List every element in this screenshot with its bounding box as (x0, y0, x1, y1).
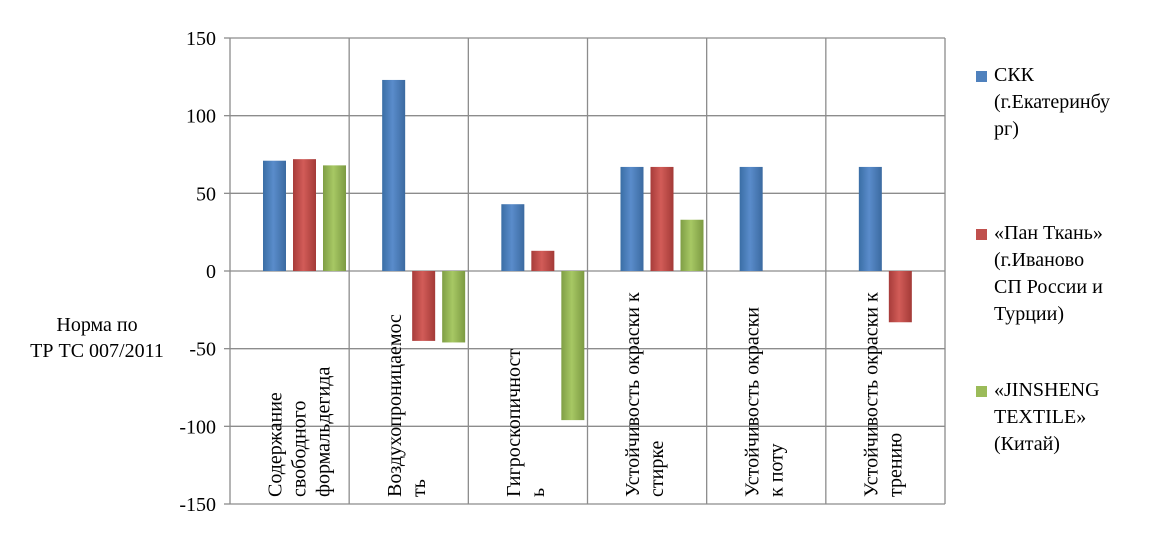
legend-line: (г.Иваново (994, 249, 1085, 271)
y-tick-label: -100 (179, 416, 216, 438)
bar (293, 159, 316, 271)
legend-line: «Пан Ткань» (994, 222, 1103, 244)
category-labels: Содержание свободного формальдегида Воздухо… (265, 292, 907, 497)
bar (263, 160, 286, 271)
legend-line: рг) (994, 118, 1019, 140)
bar (680, 219, 704, 271)
bar (739, 166, 763, 271)
bar (888, 271, 912, 323)
y-axis-title-line-1: Норма по (56, 314, 138, 336)
y-axis-title-line-2: ТР ТС 007/2011 (30, 340, 164, 362)
category-label: Гигроскопичност (503, 349, 525, 497)
y-tick-label: -50 (189, 339, 216, 361)
legend-line: (Китай) (994, 433, 1060, 455)
y-tick-label: 0 (206, 261, 216, 283)
axes (224, 37, 230, 505)
bar (650, 166, 674, 271)
bar (561, 271, 585, 421)
legend-swatch-red (976, 229, 987, 240)
gridlines (229, 37, 946, 505)
legend-line: Турции) (994, 303, 1064, 325)
category-label: формальдегида (313, 367, 335, 497)
category-label: стирке (646, 440, 668, 497)
category-label: Воздухопроницаемос (384, 314, 406, 497)
y-tick-labels: 150 100 50 0 -50 -100 -150 (179, 28, 216, 516)
bar (442, 271, 466, 343)
category-label: трению (884, 433, 906, 497)
category-label: к поту (765, 443, 787, 497)
bar (858, 166, 882, 271)
category-label: Содержание (265, 392, 287, 497)
category-label: свободного (289, 401, 311, 497)
bar (412, 271, 436, 341)
legend-line: TEXTILE» (994, 406, 1087, 428)
y-tick-label: 50 (196, 183, 216, 205)
category-label: Устойчивость окраски к (860, 292, 882, 497)
legend-line: «JINSHENG (994, 379, 1100, 401)
bar (620, 166, 644, 271)
legend-swatch-blue (976, 71, 987, 82)
legend-swatch-green (976, 386, 987, 397)
bar (531, 250, 555, 271)
legend-line: СКК (994, 64, 1035, 86)
legend-line: (г.Екатеринбу (994, 91, 1111, 113)
legend-label: СКК (г.Екатеринбу рг) (994, 62, 1169, 143)
bars (263, 79, 912, 421)
y-tick-label: 100 (186, 106, 216, 128)
y-tick-label: 150 (186, 28, 216, 50)
legend-label: «JINSHENG TEXTILE» (Китай) (994, 377, 1169, 458)
category-label: ть (408, 479, 430, 497)
bar (323, 165, 346, 271)
category-label: Устойчивость окраски к (622, 292, 644, 497)
legend-line: СП России и (994, 276, 1103, 298)
bar (501, 204, 525, 271)
y-tick-label: -150 (179, 494, 216, 516)
legend-label: «Пан Ткань» (г.Иваново СП России и Турци… (994, 220, 1169, 328)
bar (382, 79, 406, 271)
category-label: Устойчивость окраски (741, 307, 763, 497)
category-label: ь (527, 488, 549, 497)
